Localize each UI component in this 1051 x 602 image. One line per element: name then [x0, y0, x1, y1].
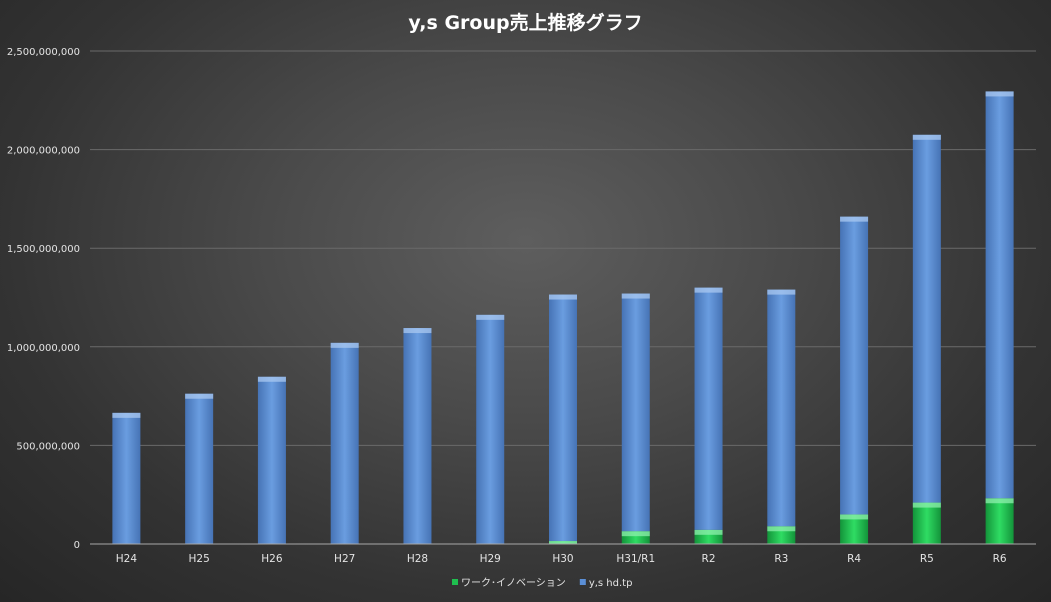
bar-top-highlight: [767, 289, 796, 295]
bar-top-highlight: [621, 531, 650, 537]
bar-top-highlight: [912, 134, 941, 140]
legend-label-0: ワーク･イノベーション: [461, 577, 566, 589]
bar-top-highlight: [476, 314, 505, 320]
bar-H31/R1-series-1: [621, 293, 650, 532]
bar-top-highlight: [985, 498, 1014, 504]
bar-top-highlight: [185, 393, 214, 399]
x-tick-label: H31/R1: [616, 553, 655, 565]
x-tick-label: H30: [552, 553, 573, 565]
x-tick-label: R5: [920, 553, 934, 565]
x-tick-label: H24: [116, 553, 138, 565]
bar-top-highlight: [985, 91, 1014, 97]
bar-top-highlight: [767, 526, 796, 532]
x-tick-label: H27: [334, 553, 355, 565]
y-tick-label: 0: [74, 540, 80, 551]
bar-H27-series-1: [330, 342, 359, 544]
bar-top-highlight: [840, 216, 869, 222]
bar-H28-series-1: [403, 328, 432, 544]
bar-R6-series-0: [985, 498, 1014, 544]
x-tick-label: H25: [189, 553, 210, 565]
x-tick-label: R3: [774, 553, 788, 565]
bar-top-highlight: [549, 294, 577, 300]
bar-R3-series-1: [767, 289, 796, 527]
bar-H30-series-1: [549, 294, 577, 542]
legend-swatch-1: [579, 579, 586, 585]
bar-top-highlight: [694, 287, 723, 293]
legend-swatch-0: [452, 579, 458, 585]
bar-top-highlight: [330, 342, 359, 348]
y-tick-label: 500,000,000: [16, 441, 80, 452]
bar-H25-series-1: [185, 393, 214, 544]
bar-top-highlight: [257, 376, 286, 382]
bar-R6-series-1: [985, 91, 1014, 499]
bar-top-highlight: [403, 328, 432, 334]
chart-title: y,s Group売上推移グラフ: [408, 12, 643, 34]
bar-top-highlight: [112, 412, 141, 418]
bar-H24-series-1: [112, 412, 141, 544]
bar-H26-series-1: [257, 376, 286, 544]
bar-top-highlight: [840, 514, 869, 520]
bar-H29-series-1: [476, 314, 505, 544]
x-tick-label: R2: [702, 553, 716, 565]
y-tick-label: 1,000,000,000: [7, 343, 80, 354]
bar-top-highlight: [621, 293, 650, 299]
legend-label-1: y,s hd.tp: [589, 578, 633, 589]
bar-top-highlight: [549, 541, 577, 544]
x-tick-label: R4: [847, 553, 861, 565]
bar-top-highlight: [694, 529, 723, 535]
y-tick-label: 1,500,000,000: [7, 244, 80, 255]
bar-R2-series-1: [694, 287, 723, 530]
bar-R4-series-1: [840, 216, 869, 515]
x-tick-label: H29: [480, 553, 501, 565]
x-tick-label: H26: [261, 553, 283, 565]
bar-R5-series-1: [912, 134, 941, 503]
bar-top-highlight: [912, 502, 941, 508]
x-tick-label: R6: [993, 553, 1007, 565]
y-tick-label: 2,500,000,000: [7, 47, 80, 58]
x-tick-label: H28: [407, 553, 428, 565]
bar-R5-series-0: [912, 502, 941, 544]
y-tick-label: 2,000,000,000: [7, 146, 80, 157]
